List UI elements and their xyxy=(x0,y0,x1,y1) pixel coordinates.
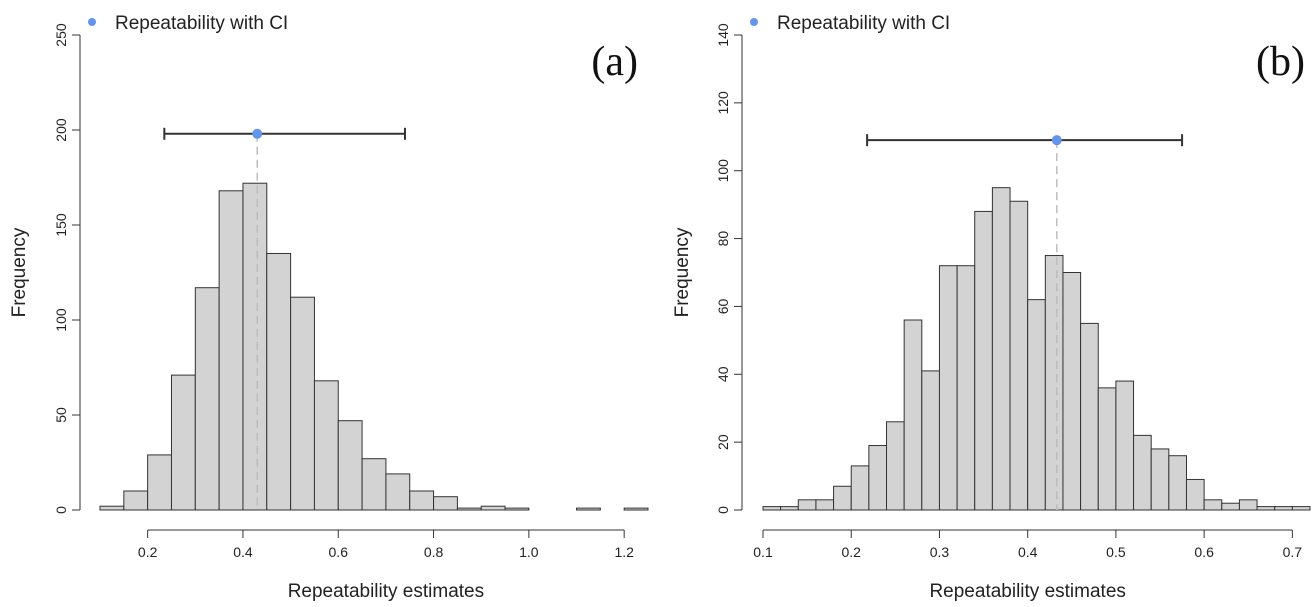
x-tick-label: 0.8 xyxy=(424,544,444,560)
histogram-bar xyxy=(1080,322,1099,511)
histogram-bar xyxy=(974,210,993,511)
x-axis-label: Repeatability estimates xyxy=(929,581,1125,602)
histogram-bar xyxy=(1133,434,1152,511)
histogram-bar xyxy=(1291,506,1311,511)
histogram-bar xyxy=(938,265,958,511)
histogram-bar xyxy=(623,507,649,511)
histogram-bar xyxy=(850,465,870,511)
estimate-point xyxy=(1051,135,1062,146)
histogram-bar xyxy=(903,319,923,511)
estimate-point xyxy=(252,128,263,139)
y-tick-label: 80 xyxy=(715,231,731,247)
y-tick-label: 100 xyxy=(715,159,731,183)
histogram-bar xyxy=(1221,502,1240,511)
x-tick-label: 0.4 xyxy=(1018,544,1038,560)
y-tick-label: 250 xyxy=(53,23,69,47)
histogram-bar xyxy=(1062,272,1082,511)
histogram-bar xyxy=(361,458,387,511)
histogram-bar xyxy=(780,506,799,511)
y-tick-label: 200 xyxy=(53,118,69,142)
y-tick-label: 60 xyxy=(715,298,731,314)
histogram-bar xyxy=(194,287,220,511)
histogram-bar xyxy=(1115,380,1135,511)
histogram-bar xyxy=(762,506,782,511)
y-tick-label: 140 xyxy=(715,23,731,47)
histogram-bar xyxy=(921,370,940,511)
histogram-bar xyxy=(147,454,172,511)
histogram-bar xyxy=(480,505,506,511)
histogram-bar xyxy=(99,505,125,511)
legend-label: Repeatability with CI xyxy=(115,13,288,34)
x-tick-label: 0.4 xyxy=(233,544,253,560)
panel-label: (b) xyxy=(1256,39,1305,85)
y-tick-label: 0 xyxy=(53,506,69,514)
histogram-bar xyxy=(1168,455,1187,511)
x-tick-label: 1.0 xyxy=(519,544,539,560)
y-axis-label: Frequency xyxy=(9,227,30,317)
x-tick-label: 0.1 xyxy=(753,544,773,560)
histogram-bar xyxy=(266,253,292,511)
histogram-bar xyxy=(815,499,835,511)
legend-label: Repeatability with CI xyxy=(777,13,950,34)
x-tick-label: 0.7 xyxy=(1283,544,1303,560)
y-tick-label: 40 xyxy=(715,366,731,382)
histogram-bar xyxy=(886,421,905,511)
histogram-bar xyxy=(1238,499,1258,511)
histogram-bar xyxy=(1009,200,1029,511)
histogram-bar xyxy=(337,420,363,511)
histogram-bar xyxy=(385,473,411,511)
histogram-bar xyxy=(123,490,149,511)
histogram-bar xyxy=(1027,299,1046,511)
histogram-bar xyxy=(409,490,435,511)
legend-marker xyxy=(88,18,96,26)
x-tick-label: 1.2 xyxy=(614,544,634,560)
histogram-bar xyxy=(1150,448,1170,511)
y-tick-label: 0 xyxy=(715,506,731,514)
histogram-bar xyxy=(797,499,817,511)
histogram-bar xyxy=(290,296,315,511)
histogram-bar xyxy=(218,190,244,511)
histogram-bar xyxy=(242,182,268,511)
panel-label: (a) xyxy=(591,39,638,85)
histogram-bar xyxy=(433,496,458,511)
histogram-bar xyxy=(576,507,601,511)
y-tick-label: 150 xyxy=(53,213,69,237)
histogram-bar xyxy=(833,485,852,511)
legend-marker xyxy=(750,18,758,26)
x-tick-label: 0.2 xyxy=(138,544,158,560)
y-tick-label: 50 xyxy=(53,407,69,423)
histogram-panel-b: 0.1 0.2 0.3 0.4 0.5 0.6 0.7 0 20 40 60 80 100 120 140 R… xyxy=(672,13,1311,602)
x-tick-label: 0.5 xyxy=(1106,544,1126,560)
x-tick-label: 0.3 xyxy=(930,544,950,560)
histogram-bar xyxy=(504,507,530,511)
histogram-panel-a: 0.2 0.4 0.6 0.8 1.0 1.2 0 50 100 150 200 250 Repeata… xyxy=(9,13,649,602)
x-tick-label: 0.6 xyxy=(1194,544,1214,560)
x-axis-label: Repeatability estimates xyxy=(288,581,484,602)
histogram-bar xyxy=(1203,499,1223,511)
histogram-bar xyxy=(456,507,482,511)
histogram-bar xyxy=(313,380,339,511)
histogram-bar xyxy=(1097,387,1117,511)
y-tick-label: 100 xyxy=(53,308,69,332)
y-tick-label: 120 xyxy=(715,91,731,115)
histogram-bar xyxy=(1044,255,1064,511)
x-tick-label: 0.2 xyxy=(841,544,861,560)
y-tick-label: 20 xyxy=(715,434,731,450)
histogram-bar xyxy=(991,187,1011,511)
histogram-bar xyxy=(170,374,196,511)
histogram-bar xyxy=(868,445,888,511)
x-tick-label: 0.6 xyxy=(329,544,349,560)
histogram-bar xyxy=(1185,478,1205,511)
histogram-bar xyxy=(956,265,976,511)
histogram-bar xyxy=(1274,506,1293,511)
histogram-bar xyxy=(1256,506,1276,511)
y-axis-label: Frequency xyxy=(672,227,693,317)
